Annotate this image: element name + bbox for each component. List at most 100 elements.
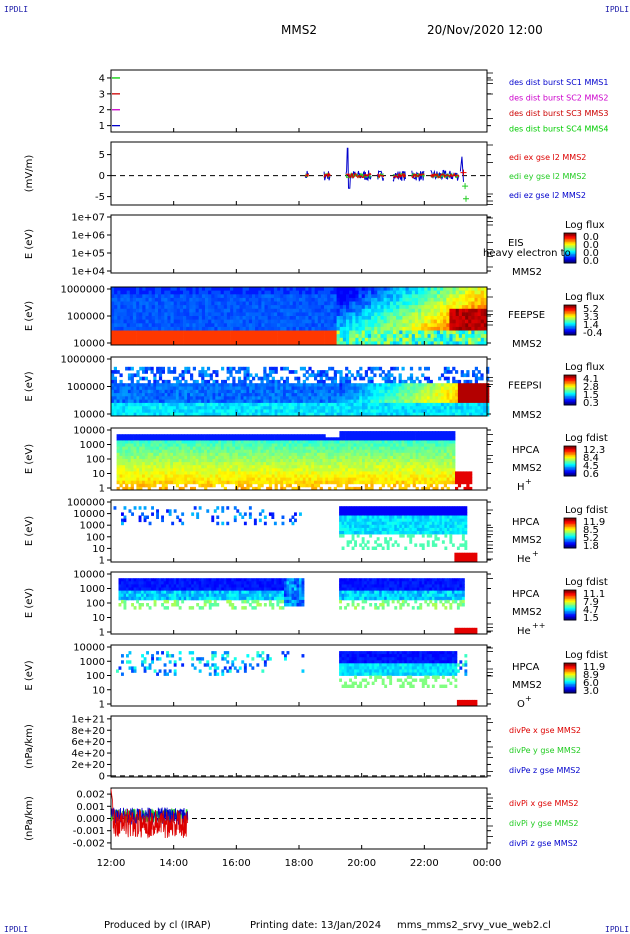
spec-cell — [350, 386, 354, 391]
spec-cell — [183, 334, 187, 339]
spec-cell — [486, 370, 490, 374]
spec-cell — [424, 341, 428, 346]
spec-cell — [181, 468, 185, 472]
spec-cell — [446, 393, 450, 397]
spec-cell — [314, 402, 318, 407]
spec-cell — [438, 399, 442, 404]
spec-cell — [198, 449, 202, 454]
spec-cell — [206, 386, 211, 391]
spec-cell — [111, 326, 115, 331]
spec-cell — [116, 399, 120, 404]
spec-cell — [217, 319, 221, 324]
spec-cell — [232, 437, 236, 441]
spec-cell — [173, 480, 177, 485]
spec-cell — [319, 386, 323, 391]
spec-cell — [237, 471, 242, 475]
spec-cell — [402, 308, 406, 313]
spec-cell — [333, 319, 337, 324]
spec-cell — [243, 455, 247, 460]
spec-cell — [142, 455, 146, 460]
spec-cell — [226, 319, 231, 324]
spec-cell — [268, 471, 273, 475]
spec-cell — [339, 323, 344, 328]
spec-cell — [465, 316, 469, 320]
spec-cell — [314, 330, 319, 335]
spec-cell — [190, 462, 194, 466]
spec-cell — [374, 326, 378, 331]
spec-cell — [364, 370, 368, 374]
spec-cell — [336, 396, 340, 400]
spec-cell — [195, 319, 200, 324]
spec-cell — [347, 376, 352, 381]
spec-cell — [215, 409, 219, 414]
spec-cell — [263, 373, 267, 378]
spec-cell — [339, 393, 343, 397]
spec-cell — [267, 334, 272, 339]
spec-cell — [258, 326, 262, 331]
spec-cell — [455, 334, 460, 339]
spec-cell — [268, 406, 273, 410]
spec-cell — [164, 316, 168, 320]
spec-cell — [327, 297, 331, 302]
spec-cell — [396, 287, 400, 291]
spec-cell — [468, 301, 472, 306]
colorbar-cell — [564, 239, 576, 241]
spec-cell — [302, 465, 306, 469]
spec-cell — [480, 326, 485, 331]
spec-cell — [320, 334, 325, 339]
spec-cell — [443, 376, 447, 381]
spec-cell — [421, 406, 425, 410]
spec-cell — [183, 337, 187, 342]
spec-cell — [226, 402, 230, 407]
spec-cell — [311, 462, 315, 466]
spec-cell — [443, 330, 447, 335]
spec-cell — [261, 334, 265, 339]
spec-cell — [271, 393, 275, 397]
spec-cell — [153, 437, 157, 441]
spec-cell — [424, 330, 428, 335]
spec-cell — [201, 379, 205, 384]
spec-cell — [117, 290, 121, 295]
spec-cell — [291, 480, 295, 485]
spec-cell — [249, 393, 253, 397]
spec-cell — [339, 337, 344, 342]
spec-cell — [438, 389, 442, 394]
spec-cell — [376, 406, 380, 410]
spec-cell — [424, 389, 428, 394]
spec-cell — [204, 452, 208, 457]
cbar-tick-feepsi: 1.5 — [583, 390, 599, 401]
spec-cell — [204, 434, 208, 438]
spec-cell — [349, 290, 353, 295]
spec-cell — [130, 455, 134, 460]
spec-cell — [266, 465, 270, 469]
spec-cell — [305, 389, 309, 394]
spec-cell — [460, 389, 464, 394]
spec-cell — [235, 434, 239, 438]
spec-cell — [461, 319, 466, 324]
spec-cell — [260, 443, 264, 447]
spec-cell — [230, 319, 234, 324]
spec-cell — [429, 396, 433, 400]
spec-cell — [295, 308, 300, 313]
spec-cell — [387, 412, 391, 417]
spec-cell — [187, 434, 191, 438]
spec-cell — [246, 477, 250, 482]
spec-cell — [192, 440, 196, 444]
spec-cell — [126, 294, 131, 299]
spec-cell — [370, 389, 374, 394]
spec-cell — [430, 294, 435, 299]
spec-cell — [198, 480, 202, 485]
spec-cell — [277, 319, 281, 324]
spec-cell — [299, 326, 303, 331]
spec-cell — [150, 393, 154, 397]
spec-cell — [336, 337, 341, 342]
spec-cell — [113, 396, 117, 400]
spec-cell — [297, 452, 301, 457]
spec-cell — [288, 443, 292, 447]
spec-cell — [237, 379, 242, 384]
spec-cell — [347, 396, 352, 400]
spec-cell — [356, 412, 360, 417]
spec-cell — [153, 376, 157, 381]
spec-cell — [260, 440, 264, 444]
spec-cell — [404, 396, 408, 400]
